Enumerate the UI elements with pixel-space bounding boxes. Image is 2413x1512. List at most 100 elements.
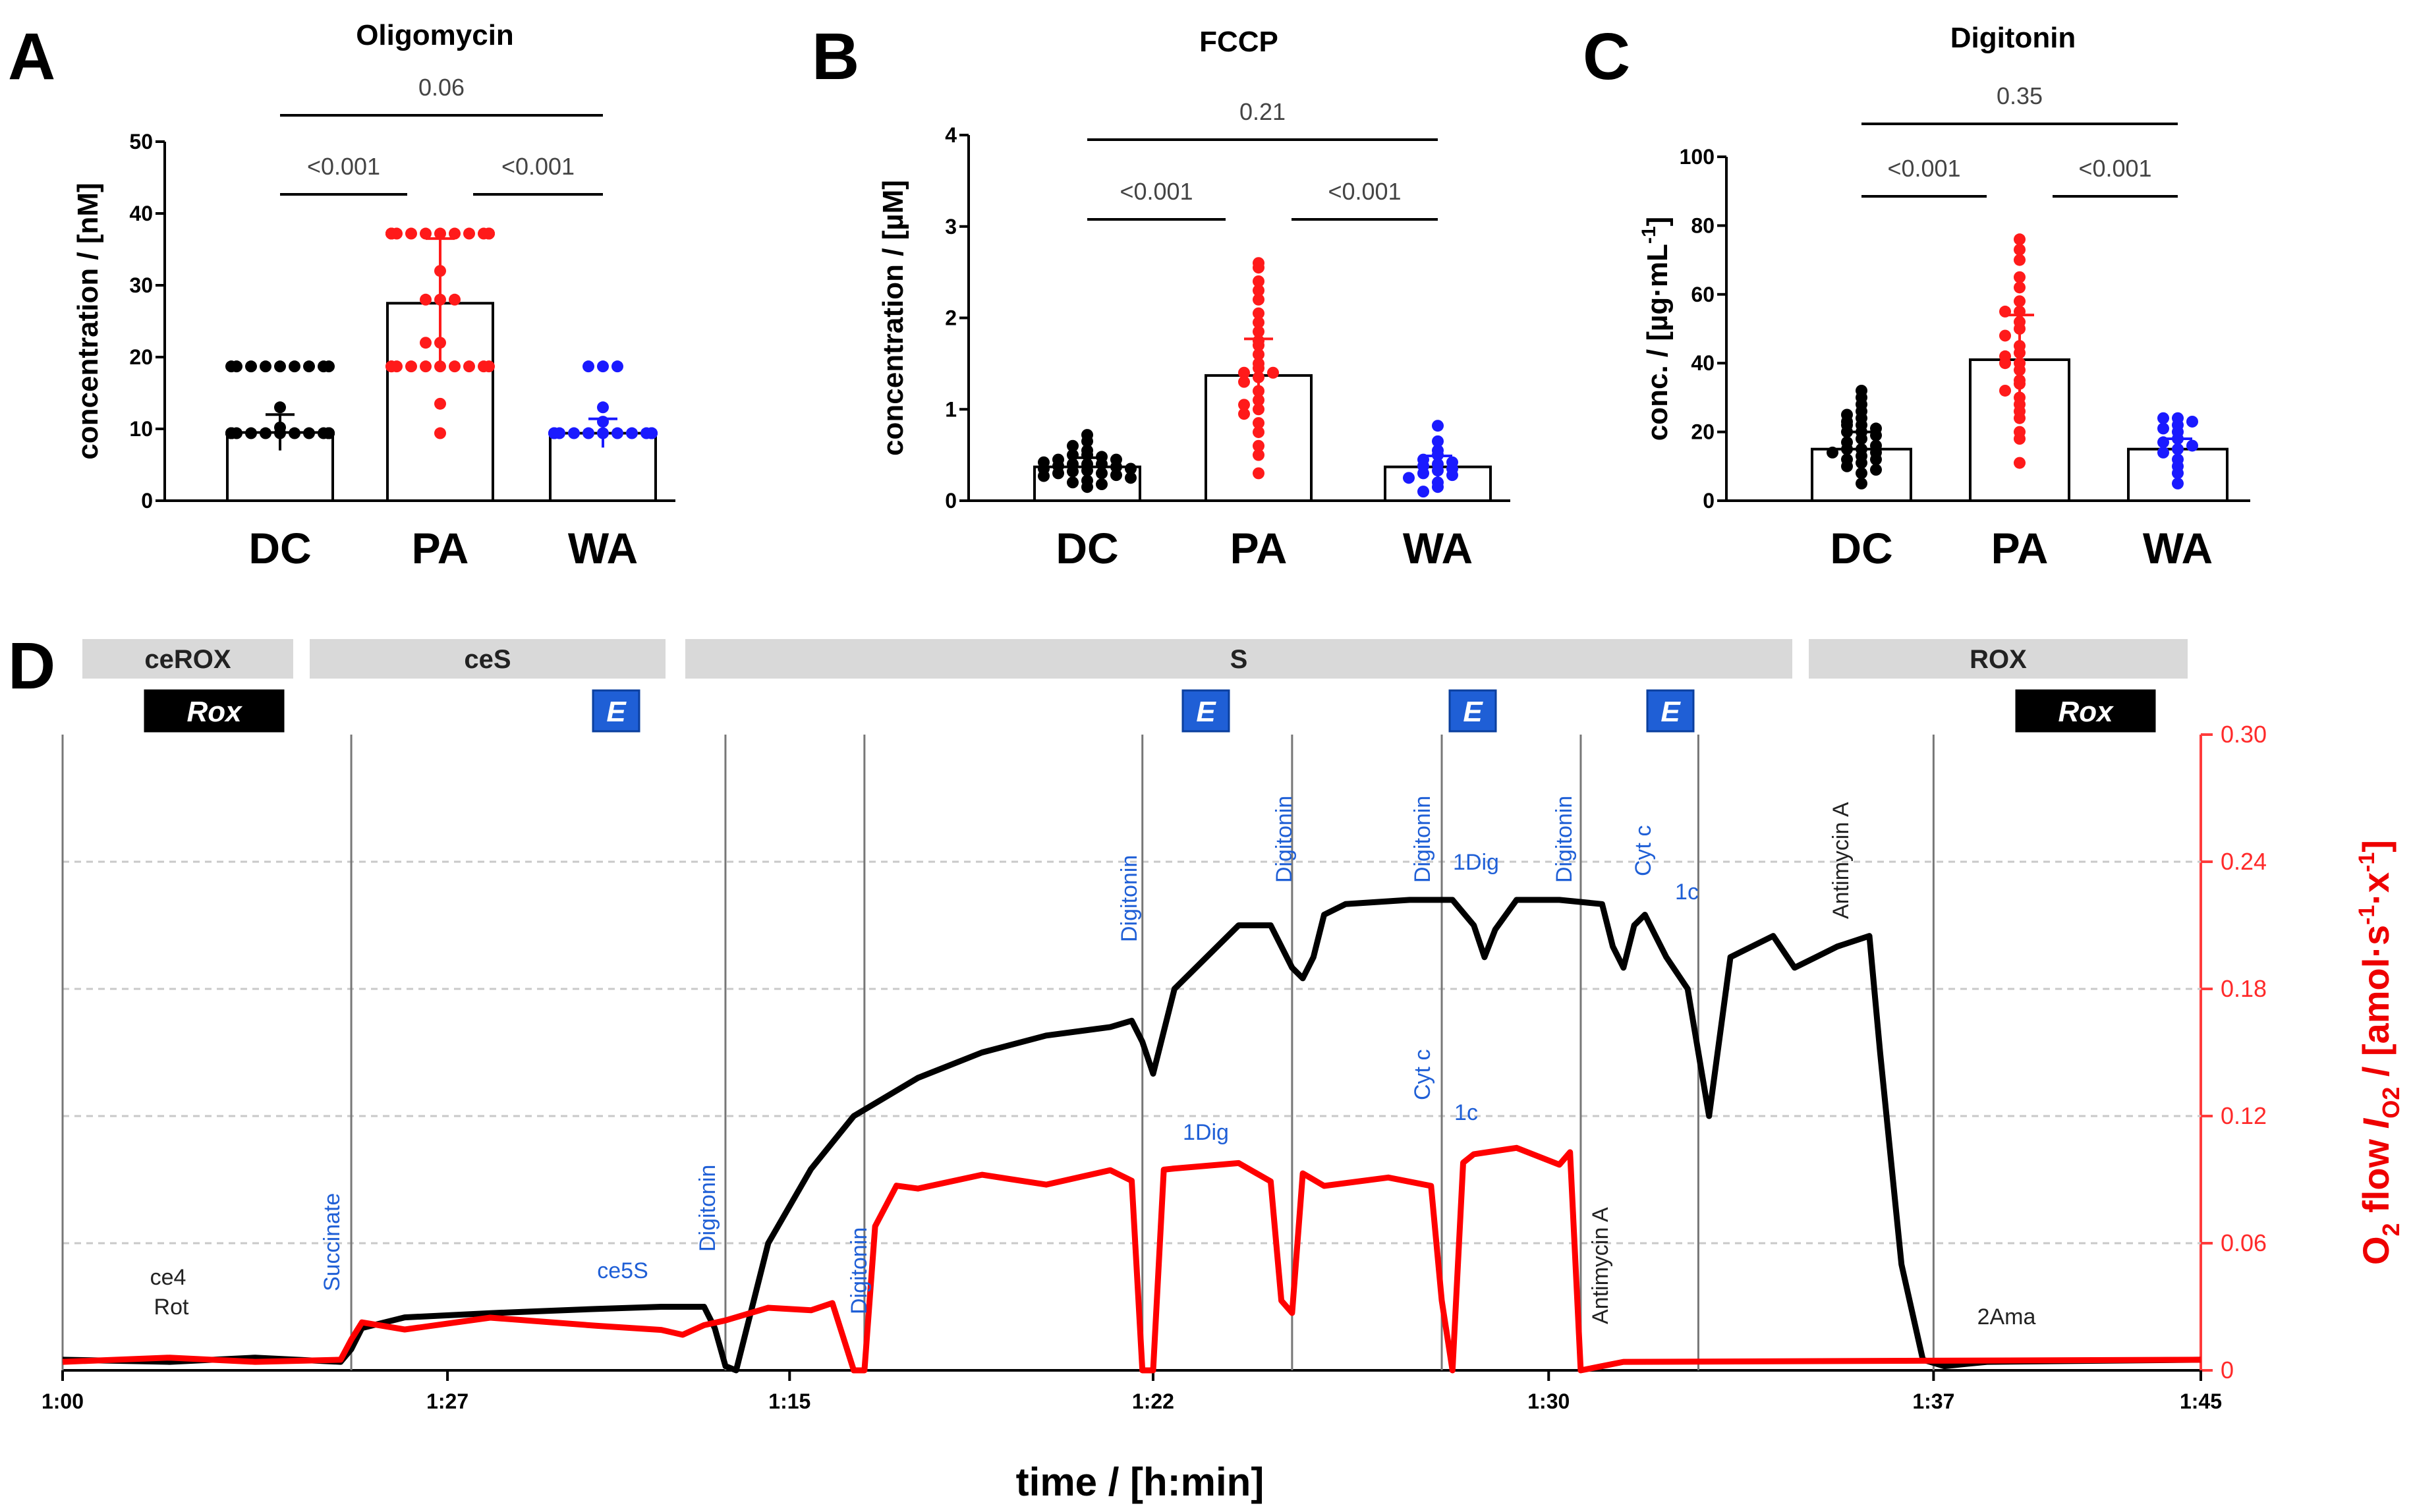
event-label: Digitonin bbox=[847, 1227, 872, 1314]
significance-label: <0.001 bbox=[2078, 155, 2151, 182]
data-point-pa bbox=[1253, 284, 1264, 296]
data-point-pa bbox=[449, 293, 461, 306]
data-point-dc bbox=[1870, 464, 1882, 476]
y-tick-label: 0 bbox=[945, 489, 957, 513]
data-point-pa bbox=[1253, 417, 1264, 430]
stage-bar-cerox bbox=[82, 639, 293, 679]
right-axis-label-part: -1 bbox=[2354, 905, 2379, 925]
data-point-wa bbox=[1417, 467, 1429, 480]
x-tick-label: 1:30 bbox=[1527, 1389, 1570, 1413]
data-point-pa bbox=[449, 227, 461, 240]
y-tick-label: 20 bbox=[129, 345, 153, 369]
x-category-dc: DC bbox=[248, 524, 311, 573]
data-point-pa bbox=[2014, 295, 2026, 308]
right-axis-label-part: flow bbox=[2355, 1129, 2397, 1223]
significance-label: <0.001 bbox=[1328, 178, 1401, 205]
y-tick-label: 50 bbox=[129, 130, 153, 154]
significance-label: 0.35 bbox=[1997, 82, 2043, 109]
significance-label: 0.06 bbox=[418, 74, 465, 101]
data-point-dc bbox=[1067, 476, 1079, 489]
right-axis-label-part: I bbox=[2355, 1117, 2397, 1129]
x-category-wa: WA bbox=[1403, 524, 1473, 573]
black-trace-line bbox=[62, 897, 2201, 1374]
data-point-dc bbox=[289, 427, 300, 439]
data-point-dc bbox=[1125, 462, 1137, 475]
data-point-dc bbox=[289, 360, 300, 373]
data-point-dc bbox=[1038, 470, 1050, 482]
data-point-pa bbox=[1999, 357, 2011, 370]
y-tick-label: 30 bbox=[129, 273, 153, 297]
data-point-dc bbox=[1870, 453, 1882, 466]
data-point-pa bbox=[1267, 366, 1279, 379]
x-category-wa: WA bbox=[568, 524, 638, 573]
data-point-dc bbox=[274, 401, 286, 414]
data-point-pa bbox=[2014, 233, 2026, 246]
data-point-dc bbox=[274, 360, 286, 373]
data-point-wa bbox=[568, 427, 580, 439]
x-tick-label: 1:15 bbox=[768, 1389, 810, 1413]
data-point-dc bbox=[1856, 477, 1867, 490]
x-category-pa: PA bbox=[1230, 524, 1288, 573]
panel-letter-c: C bbox=[1583, 20, 1630, 94]
data-point-pa bbox=[1253, 426, 1264, 438]
event-label: Antimycin A bbox=[1588, 1207, 1613, 1324]
y-tick-label: 3 bbox=[945, 215, 957, 238]
data-point-wa bbox=[2186, 439, 2198, 452]
y-tick-label: 40 bbox=[129, 202, 153, 225]
data-point-pa bbox=[385, 360, 397, 373]
data-point-wa bbox=[2172, 467, 2184, 480]
x-category-wa: WA bbox=[2143, 524, 2213, 573]
data-point-pa bbox=[1253, 307, 1264, 320]
x-tick-label: 1:00 bbox=[42, 1389, 84, 1413]
event-label: Rot bbox=[154, 1295, 189, 1320]
data-point-dc bbox=[260, 427, 271, 439]
data-point-wa bbox=[626, 427, 638, 439]
stage-bar-rox bbox=[1809, 639, 2188, 679]
chart-title: Digitonin bbox=[1950, 22, 2076, 54]
y-tick-label: 0 bbox=[1703, 489, 1715, 513]
data-point-pa bbox=[1999, 329, 2011, 342]
data-point-dc bbox=[1081, 481, 1093, 493]
time-axis-label: time / [h:min] bbox=[1016, 1460, 1264, 1504]
data-point-pa bbox=[2014, 433, 2026, 445]
data-point-pa bbox=[1253, 275, 1264, 287]
event-label: 2Ama bbox=[1977, 1304, 2036, 1330]
event-label: ce4 bbox=[150, 1265, 186, 1290]
significance-label: 0.21 bbox=[1239, 98, 1286, 125]
event-label: Antimycin A bbox=[1829, 802, 1854, 919]
data-point-dc bbox=[323, 360, 335, 373]
y-axis-label-sup: -1 bbox=[1638, 226, 1660, 244]
stage-label: ROX bbox=[1970, 645, 2027, 674]
significance-label: <0.001 bbox=[501, 153, 575, 180]
data-point-dc bbox=[1841, 460, 1853, 472]
data-point-pa bbox=[2014, 254, 2026, 266]
data-point-pa bbox=[1253, 262, 1264, 274]
y-tick-label: 4 bbox=[945, 123, 957, 147]
bar-chart-oligomycin: Oligomycin concentration / [nM] 0 10 20 30 40 5… bbox=[72, 19, 675, 573]
event-label: 1c bbox=[1675, 880, 1699, 905]
data-point-pa bbox=[463, 227, 475, 240]
x-tick-label: 1:45 bbox=[2180, 1389, 2222, 1413]
right-axis-label: O2 flow IO2 / [amol·s-1·x-1] bbox=[2354, 840, 2404, 1265]
mode-badge bbox=[592, 689, 640, 733]
data-point-pa bbox=[1253, 449, 1264, 461]
data-point-pa bbox=[2014, 243, 2026, 256]
right-tick-label: 0.30 bbox=[2221, 721, 2267, 748]
data-point-wa bbox=[2157, 422, 2169, 435]
mode-badge-label: Rox bbox=[186, 696, 242, 728]
data-point-dc bbox=[1125, 472, 1137, 484]
data-point-pa bbox=[405, 360, 417, 373]
data-point-dc bbox=[1110, 461, 1122, 473]
stage-bar-s bbox=[685, 639, 1792, 679]
right-tick-label: 0.12 bbox=[2221, 1102, 2267, 1129]
mode-badge-label: E bbox=[1196, 696, 1216, 728]
data-point-wa bbox=[597, 360, 609, 373]
data-point-pa bbox=[1999, 384, 2011, 397]
y-tick-label: 100 bbox=[1680, 145, 1715, 169]
right-tick-label: 0.06 bbox=[2221, 1229, 2267, 1256]
event-label: 1c bbox=[1454, 1100, 1478, 1125]
data-point-pa bbox=[434, 227, 446, 240]
event-label: 1Dig bbox=[1453, 850, 1499, 875]
data-point-dc bbox=[1081, 435, 1093, 447]
right-tick-label: 0 bbox=[2221, 1357, 2234, 1384]
